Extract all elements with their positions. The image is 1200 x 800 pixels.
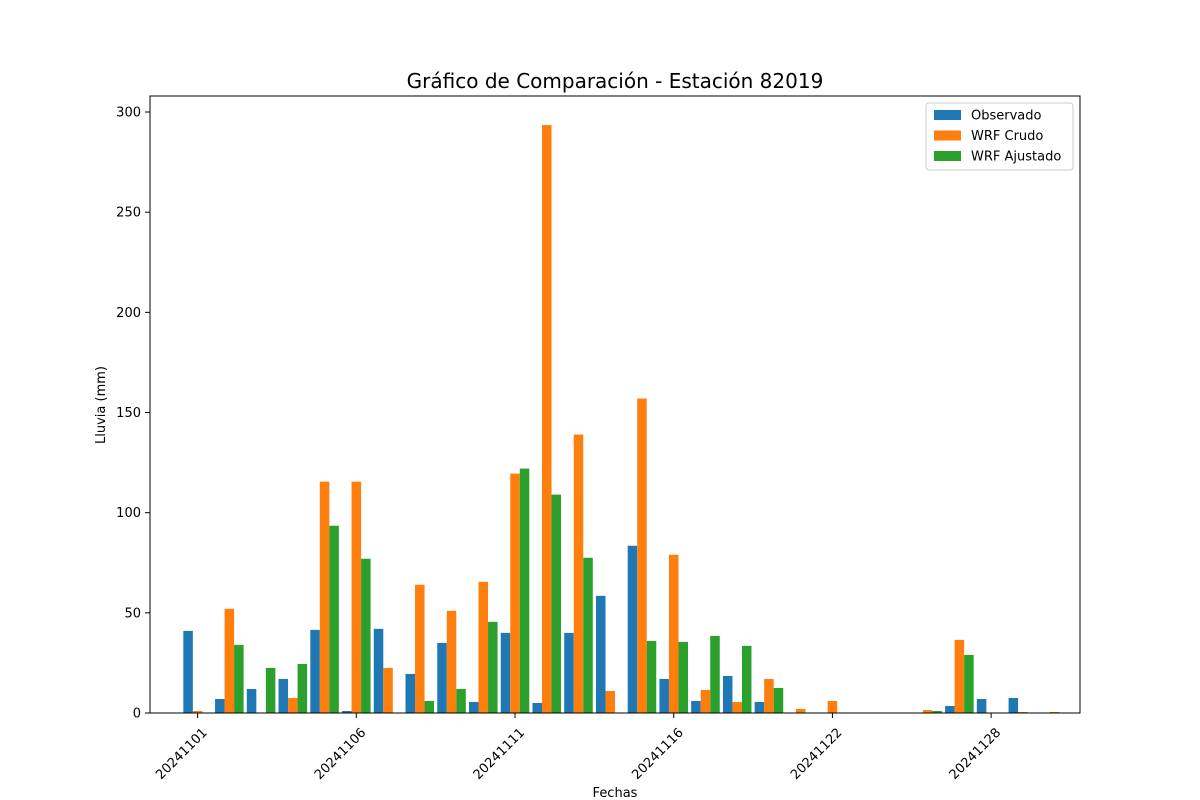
x-tick-label: 20241111 [471,725,528,782]
bar-observado-8 [437,642,447,713]
bar-wrf-crudo-24 [954,639,965,713]
bar-wrf-crudo-18 [764,678,774,713]
bar-observado-13 [595,595,606,713]
bar-wrf-crudo-5 [351,481,362,714]
bars-group [183,125,1060,714]
bar-wrf-crudo-13 [605,690,615,713]
bar-wrf-ajustado-24 [964,654,974,713]
bar-observado-2 [246,688,257,713]
bar-wrf-crudo-12 [573,434,584,713]
bar-observado-18 [754,701,765,713]
bar-wrf-ajustado-18 [773,687,784,713]
bar-observado-14 [627,545,638,713]
bar-wrf-crudo-8 [446,610,457,713]
bar-wrf-crudo-4 [319,481,330,714]
bar-wrf-ajustado-1 [234,644,244,713]
legend-label: WRF Crudo [971,129,1043,144]
bar-wrf-ajustado-9 [488,621,498,713]
bar-observado-1 [215,698,225,713]
bar-wrf-crudo-9 [478,581,489,713]
bar-observado-7 [405,673,416,713]
y-tick-label: 250 [116,206,141,221]
bar-wrf-crudo-10 [510,473,520,713]
bar-wrf-crudo-16 [700,689,711,713]
y-axis-label: Lluvia (mm) [94,366,109,444]
y-tick-label: 50 [124,606,141,621]
x-tick-label: 20241122 [788,725,845,782]
bar-observado-6 [373,628,384,713]
bar-wrf-ajustado-3 [297,663,308,713]
y-axis: 0 50 100 150 200 250 300 [116,106,150,722]
bar-wrf-ajustado-2 [265,667,276,713]
bar-wrf-crudo-14 [637,398,647,713]
bar-wrf-crudo-11 [542,125,552,714]
bar-wrf-crudo-1 [224,608,235,713]
bar-observado-12 [564,632,574,713]
bar-wrf-crudo-20 [827,700,838,713]
plot-frame [149,95,1081,714]
bar-observado-24 [945,705,955,713]
x-axis-label: Fechas [593,786,638,800]
bar-wrf-ajustado-15 [678,641,688,713]
bar-observado-10 [500,632,511,713]
bar-wrf-ajustado-23 [932,711,942,713]
x-tick-label: 20241106 [312,725,369,782]
x-axis: 20241101 20241106 20241111 20241116 20241122… [153,713,1004,783]
bar-wrf-ajustado-11 [551,494,562,713]
bar-observado-0 [183,630,193,713]
legend-swatch [934,130,961,141]
bar-wrf-ajustado-8 [456,688,466,713]
x-tick-label: 20241101 [153,725,210,782]
bar-wrf-crudo-7 [415,584,425,713]
bar-wrf-ajustado-17 [741,645,752,713]
bar-wrf-crudo-19 [795,708,806,713]
bar-wrf-crudo-6 [383,667,393,713]
y-tick-label: 150 [116,406,141,421]
bar-wrf-crudo-23 [922,710,933,713]
legend-swatch [934,151,961,161]
bar-wrf-ajustado-16 [710,635,720,714]
bar-observado-25 [976,698,987,713]
x-tick-label: 20241128 [947,725,1004,782]
y-tick-label: 0 [133,707,141,722]
legend-label: Observado [971,109,1042,124]
legend-label: WRF Ajustado [971,150,1061,165]
chart-title: Gráfico de Comparación - Estación 82019 [407,69,824,93]
legend: Observado WRF Crudo WRF Ajustado [925,102,1074,171]
legend-box [925,102,1074,171]
bar-observado-3 [278,678,289,713]
bar-wrf-ajustado-14 [646,640,657,713]
y-tick-label: 100 [116,506,141,521]
bar-observado-5 [342,711,352,713]
bar-wrf-crudo-0 [192,711,203,713]
bar-wrf-crudo-15 [668,554,679,713]
x-tick-label: 20241116 [629,725,686,782]
bar-observado-4 [310,629,320,713]
bar-observado-17 [722,675,733,713]
bar-wrf-ajustado-5 [361,558,371,713]
bar-observado-16 [691,700,701,713]
bar-wrf-ajustado-7 [424,700,435,713]
bar-wrf-ajustado-12 [583,557,593,713]
bar-wrf-ajustado-10 [519,468,530,713]
y-tick-label: 200 [116,306,141,321]
bar-wrf-crudo-17 [732,701,742,713]
bar-wrf-ajustado-4 [329,525,339,713]
bar-observado-9 [468,701,479,713]
legend-swatch [934,110,961,120]
bar-observado-11 [532,702,542,713]
bar-observado-15 [659,678,669,713]
y-tick-label: 300 [116,106,141,121]
bar-wrf-crudo-3 [288,697,298,713]
bar-observado-26 [1008,697,1019,713]
